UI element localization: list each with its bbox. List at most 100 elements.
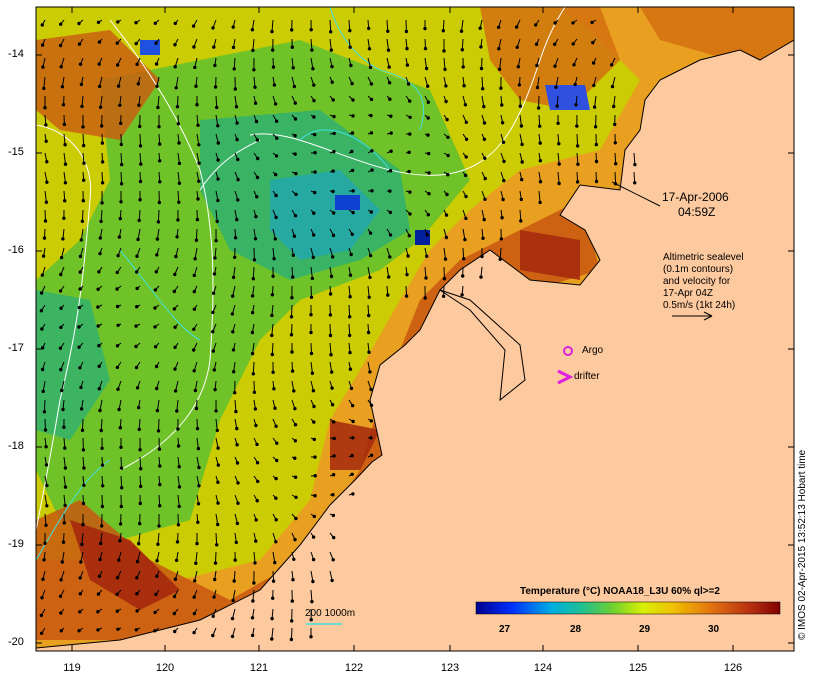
velocity-arrow-head: [211, 614, 215, 618]
velocity-arrow-head: [483, 156, 487, 161]
velocity-arrow-head: [193, 579, 197, 583]
velocity-arrow: [156, 399, 160, 411]
velocity-arrow-head: [464, 155, 468, 159]
velocity-arrow-head: [500, 216, 504, 220]
velocity-arrow-head: [461, 274, 465, 278]
velocity-arrow-head: [350, 168, 355, 173]
velocity-arrow-head: [172, 289, 177, 294]
velocity-arrow-head: [614, 162, 618, 166]
velocity-arrow-head: [270, 333, 274, 338]
velocity-arrow-head: [59, 367, 63, 372]
lat-tick-label: -16: [8, 244, 24, 256]
velocity-arrow-head: [556, 121, 560, 126]
velocity-arrow: [481, 76, 484, 89]
velocity-arrow-head: [293, 214, 298, 218]
velocity-arrow-head: [351, 210, 355, 215]
velocity-arrow-head: [387, 65, 391, 69]
velocity-arrow-head: [216, 158, 220, 162]
velocity-arrow-head: [462, 84, 466, 88]
velocity-arrows: [39, 19, 637, 642]
velocity-arrow-head: [62, 521, 67, 525]
velocity-arrow: [310, 285, 312, 298]
velocity-arrow-head: [289, 333, 294, 337]
velocity-arrow-head: [613, 141, 617, 145]
velocity-arrow-head: [213, 561, 218, 565]
velocity-arrow-head: [553, 64, 557, 68]
velocity-arrow-head: [78, 254, 83, 259]
velocity-arrow-head: [591, 40, 595, 45]
velocity-arrow-head: [177, 141, 181, 145]
velocity-arrow-head: [233, 87, 238, 91]
velocity-arrow: [63, 171, 66, 183]
velocity-arrow-head: [313, 455, 317, 459]
velocity-arrow-head: [311, 67, 315, 71]
velocity-arrow-head: [138, 448, 142, 452]
velocity-arrow-head: [231, 598, 235, 603]
velocity-arrow-head: [233, 255, 237, 259]
velocity-arrow-head: [441, 29, 445, 33]
velocity-arrow-head: [423, 26, 427, 31]
velocity-arrow: [367, 266, 371, 278]
velocity-arrow-head: [216, 480, 220, 484]
velocity-arrow-head: [464, 194, 468, 199]
velocity-arrow: [232, 589, 236, 601]
velocity-arrow-head: [444, 235, 449, 240]
velocity-arrow-head: [613, 122, 617, 127]
velocity-arrow-head: [408, 99, 412, 103]
velocity-arrow-head: [212, 45, 216, 49]
velocity-arrow-head: [441, 294, 446, 298]
velocity-arrow-head: [78, 62, 83, 67]
velocity-arrow-head: [370, 149, 374, 153]
velocity-arrow-head: [119, 121, 123, 126]
velocity-arrow-head: [348, 315, 352, 319]
velocity-arrow-head: [330, 578, 334, 583]
velocity-arrow-head: [592, 83, 596, 88]
velocity-arrow-head: [134, 41, 138, 46]
velocity-arrow-head: [233, 558, 237, 562]
lat-tick-label: -17: [8, 342, 24, 354]
velocity-arrow-head: [405, 63, 410, 67]
velocity-arrow-head: [330, 80, 334, 84]
velocity-arrow-head: [350, 403, 355, 408]
velocity-arrow-head: [212, 272, 217, 276]
velocity-arrow-head: [270, 29, 274, 34]
velocity-arrow: [156, 228, 160, 240]
velocity-arrow-head: [331, 513, 336, 518]
velocity-arrow-head: [59, 65, 63, 69]
argo-label: Argo: [582, 345, 604, 356]
velocity-arrow-head: [173, 65, 177, 69]
velocity-arrow-head: [78, 610, 82, 614]
velocity-arrow-head: [254, 214, 258, 219]
velocity-arrow-head: [135, 559, 140, 564]
velocity-arrow-head: [158, 464, 162, 468]
velocity-arrow-head: [255, 195, 259, 199]
velocity-arrow-head: [215, 105, 219, 110]
velocity-arrow-head: [195, 426, 200, 431]
velocity-arrow-head: [369, 113, 373, 118]
velocity-arrow-head: [100, 463, 105, 467]
velocity-arrow-head: [82, 483, 86, 487]
velocity-arrow-head: [213, 577, 217, 582]
velocity-arrow-head: [80, 104, 84, 109]
velocity-arrow-head: [235, 443, 239, 447]
velocity-arrow: [177, 494, 180, 507]
velocity-arrow: [538, 190, 541, 203]
velocity-arrow-head: [331, 493, 335, 497]
velocity-arrow-head: [156, 105, 160, 110]
lon-tick-label: 121: [249, 662, 269, 674]
velocity-arrow-head: [442, 49, 446, 53]
velocity-arrow-head: [59, 22, 63, 26]
velocity-arrow-head: [427, 171, 431, 175]
velocity-arrow-head: [236, 198, 240, 202]
colorbar-title: Temperature (°C) NOAA18_L3U 60% ql>=2: [520, 586, 720, 597]
velocity-arrow-head: [534, 42, 539, 46]
velocity-arrow-head: [197, 484, 201, 488]
velocity-arrow-head: [274, 193, 278, 198]
velocity-arrow: [177, 171, 180, 184]
velocity-arrow-head: [116, 387, 120, 391]
velocity-arrow-head: [574, 103, 578, 107]
velocity-arrow-head: [289, 637, 294, 642]
velocity-arrow-head: [193, 257, 197, 261]
velocity-arrow-head: [137, 427, 141, 432]
velocity-arrow-head: [41, 254, 46, 258]
